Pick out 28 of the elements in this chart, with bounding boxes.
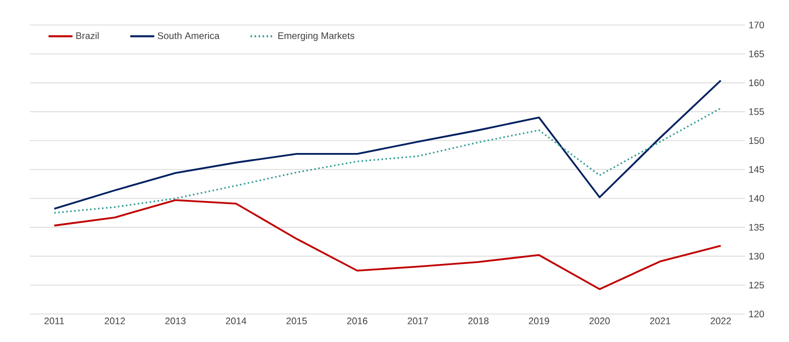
x-tick-label: 2022 xyxy=(710,318,731,324)
x-tick-label: 2014 xyxy=(226,318,246,324)
line-series xyxy=(53,80,722,210)
x-tick-label: 2020 xyxy=(589,318,610,324)
y-tick-label: 140 xyxy=(749,195,764,202)
x-tick-label: 2018 xyxy=(468,318,489,324)
y-tick-label: 170 xyxy=(749,22,764,28)
y-tick-label: 145 xyxy=(749,166,764,173)
y-tick-label: 155 xyxy=(749,108,764,116)
legend-label: Brazil xyxy=(76,32,99,40)
y-tick-label: 135 xyxy=(749,224,764,231)
y-tick-label: 165 xyxy=(749,50,764,58)
y-tick-label: 150 xyxy=(749,137,764,144)
x-tick-label: 2011 xyxy=(44,318,64,324)
legend-label: South America xyxy=(158,32,220,40)
y-tick-label: 120 xyxy=(749,310,764,318)
y-tick-label: 130 xyxy=(749,252,764,260)
x-tick-label: 2012 xyxy=(104,318,125,324)
y-tick-label: 160 xyxy=(749,79,764,86)
legend-label: Emerging Markets xyxy=(278,32,354,41)
y-tick-label: 125 xyxy=(749,282,764,288)
x-tick-label: 2013 xyxy=(165,318,186,324)
x-tick-label: 2017 xyxy=(408,318,428,324)
x-tick-label: 2021 xyxy=(650,318,670,324)
line-series xyxy=(53,199,722,290)
x-tick-label: 2015 xyxy=(286,318,307,324)
x-tick-label: 2019 xyxy=(528,318,550,324)
x-tick-label: 2016 xyxy=(347,318,368,324)
